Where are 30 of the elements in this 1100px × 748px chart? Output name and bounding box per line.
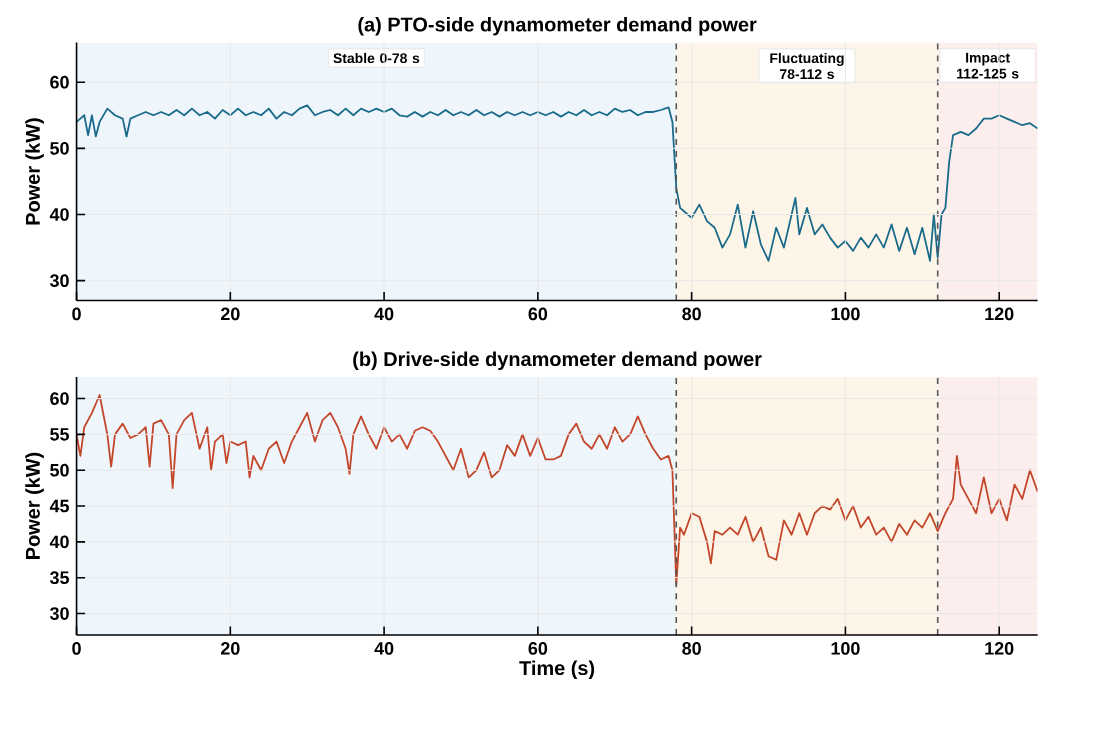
- chart-title: (b) Drive-side dynamometer demand power: [353, 351, 762, 371]
- x-tick-label: 100: [831, 642, 860, 655]
- y-axis-title: Power (kW): [25, 452, 44, 560]
- y-tick-label: 30: [49, 607, 69, 620]
- y-tick-label: 55: [50, 428, 70, 441]
- y-tick-label: 30: [49, 274, 69, 288]
- x-axis-title: Time (s): [519, 660, 595, 680]
- y-tick-label: 40: [49, 208, 69, 221]
- x-tick-label: 60: [528, 642, 548, 655]
- x-tick-label: 120: [985, 307, 1014, 321]
- x-tick-label: 0: [72, 307, 81, 321]
- x-tick-label: 100: [831, 307, 860, 321]
- chart-title: (a) PTO-side dynamometer demand power: [358, 16, 757, 36]
- x-tick-label: 80: [682, 642, 701, 655]
- x-tick-label: 20: [220, 307, 240, 321]
- x-tick-label: 40: [374, 307, 394, 321]
- y-tick-label: 45: [49, 499, 70, 513]
- y-tick-label: 50: [50, 463, 69, 477]
- y-axis-title: Power (kW): [25, 118, 44, 225]
- x-tick-label: 0: [72, 642, 81, 655]
- y-tick-label: 60: [50, 392, 69, 405]
- y-tick-label: 40: [49, 535, 69, 549]
- x-tick-label: 120: [985, 642, 1014, 655]
- y-tick-label: 50: [50, 142, 69, 155]
- x-tick-label: 20: [220, 642, 240, 655]
- y-tick-label: 60: [50, 75, 69, 89]
- x-tick-label: 40: [374, 642, 394, 655]
- x-tick-label: 60: [528, 307, 548, 321]
- x-tick-label: 80: [682, 307, 701, 321]
- y-tick-label: 35: [49, 571, 70, 585]
